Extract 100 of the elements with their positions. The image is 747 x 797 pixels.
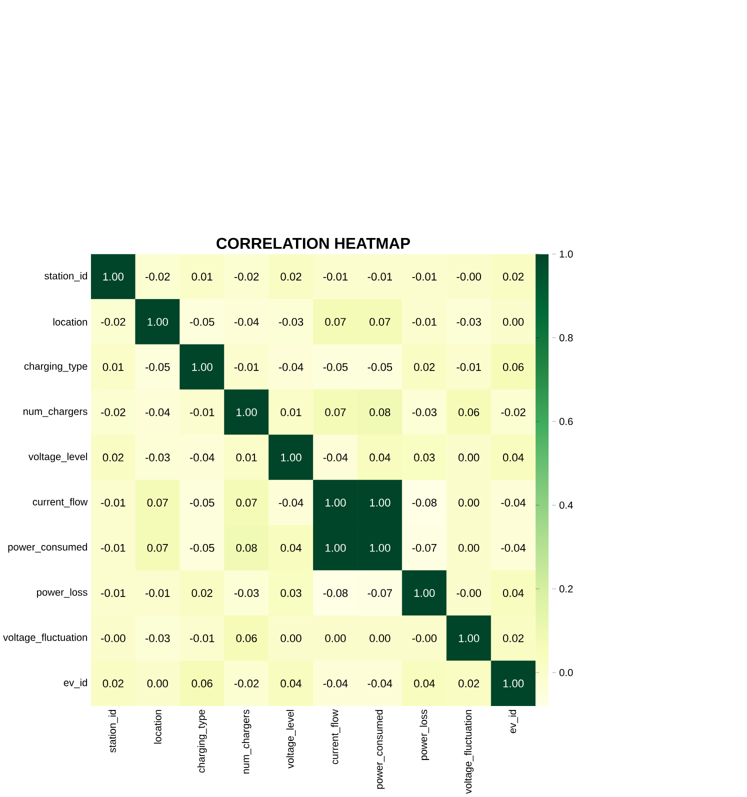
data-label: -0.01 [323, 272, 348, 281]
data-label: 0.08 [370, 408, 390, 416]
data-label: -0.04 [368, 680, 392, 688]
data-label: -0.04 [146, 408, 170, 416]
data-label: 1.00 [326, 544, 346, 552]
data-label: 0.00 [147, 680, 168, 688]
data-label: 1.00 [370, 498, 390, 507]
data-label: -0.04 [278, 363, 304, 371]
data-label: -0.02 [146, 272, 170, 281]
data-label: -0.00 [412, 634, 437, 642]
x-tick-label: ev_id [508, 710, 518, 734]
x-tick-label: power_consumed [375, 710, 385, 789]
data-label: 0.06 [192, 680, 212, 688]
data-label: -0.02 [501, 408, 526, 416]
x-tick-label: power_loss [420, 710, 430, 760]
color-bar-label: 0.2 [560, 585, 573, 592]
data-label: 0.02 [102, 454, 124, 462]
data-label: 0.00 [370, 634, 390, 642]
data-label: -0.04 [234, 318, 259, 326]
data-label: -0.01 [412, 272, 436, 281]
y-tick-label: voltage_fluctuation [3, 634, 88, 643]
color-bar-label: 0.6 [560, 418, 573, 426]
data-label: 0.07 [147, 498, 168, 507]
data-label: 1.00 [326, 498, 346, 507]
data-label: 0.03 [280, 589, 302, 597]
data-label: 1.00 [103, 272, 124, 281]
color-bar-label: 0.0 [560, 668, 573, 676]
data-label: 0.07 [325, 408, 346, 416]
data-label: 0.04 [370, 454, 390, 462]
data-label: 0.00 [325, 634, 346, 642]
data-label: 0.04 [502, 589, 524, 597]
data-label: 1.00 [236, 408, 257, 416]
data-label: 0.06 [458, 408, 480, 416]
data-label: -0.05 [146, 363, 170, 371]
x-tick-label: location [154, 710, 162, 744]
data-label: 0.02 [280, 272, 302, 281]
data-label: -0.03 [234, 589, 259, 597]
data-label: 1.00 [370, 544, 390, 552]
data-label: 0.01 [280, 408, 302, 416]
data-label: -0.00 [456, 272, 482, 281]
data-label: -0.01 [234, 363, 259, 371]
x-tick-label: voltage_level [286, 710, 296, 769]
data-label: 1.00 [148, 318, 168, 326]
data-label: -0.03 [146, 634, 170, 642]
data-label: -0.08 [323, 589, 348, 597]
data-label: -0.03 [146, 454, 170, 462]
data-label: -0.00 [101, 634, 126, 642]
data-label: -0.01 [101, 589, 126, 597]
data-label: -0.07 [412, 544, 436, 552]
data-label: -0.04 [323, 680, 348, 688]
data-label: -0.03 [456, 318, 481, 326]
data-label: -0.03 [412, 408, 437, 416]
y-tick-label: location [53, 318, 88, 326]
x-tick-label: station_id [108, 710, 118, 752]
data-label: 0.06 [236, 634, 257, 642]
y-tick-label: charging_type [24, 362, 88, 372]
data-label: 0.04 [280, 544, 302, 552]
data-label: -0.05 [323, 363, 348, 371]
data-label: -0.01 [190, 634, 214, 642]
x-tick-label: charging_type [197, 710, 207, 773]
data-label: 0.00 [458, 544, 480, 552]
data-label: -0.05 [190, 498, 214, 507]
data-label: 0.01 [236, 454, 257, 462]
data-label: -0.04 [190, 454, 214, 462]
data-label: 0.02 [458, 680, 480, 688]
color-bar-label: 0.8 [560, 334, 573, 342]
data-label: -0.05 [190, 544, 214, 552]
data-label: -0.01 [368, 272, 392, 281]
y-tick-label: current_flow [32, 498, 88, 508]
data-label: -0.01 [412, 318, 436, 326]
data-label: 0.04 [280, 680, 302, 688]
data-label: -0.04 [501, 498, 526, 507]
data-label: -0.03 [278, 318, 304, 326]
data-label: 0.01 [102, 363, 124, 371]
y-tick-label: ev_id [64, 678, 88, 688]
data-label: 0.02 [192, 589, 212, 597]
data-label: -0.02 [234, 272, 259, 281]
data-label: 0.07 [147, 544, 168, 552]
data-label: -0.04 [501, 544, 526, 552]
chart-title: CORRELATION HEATMAP [216, 238, 410, 249]
data-label: 1.00 [458, 634, 480, 642]
data-label: 0.00 [458, 454, 480, 462]
y-tick-label: power_consumed [8, 543, 88, 553]
data-label: 0.07 [325, 318, 346, 326]
data-label: -0.07 [368, 589, 392, 597]
data-label: 0.07 [236, 498, 257, 507]
x-tick-label: voltage_fluctuation [464, 710, 474, 794]
data-label: -0.02 [101, 408, 126, 416]
data-label: 1.00 [503, 680, 524, 688]
data-label: 0.08 [236, 544, 257, 552]
data-label: -0.01 [456, 363, 481, 371]
data-label: 1.00 [192, 363, 212, 371]
data-label: -0.02 [101, 318, 126, 326]
data-label: 1.00 [281, 454, 302, 462]
data-label: 0.00 [280, 634, 302, 642]
data-label: 0.02 [102, 680, 124, 688]
data-label: -0.08 [412, 498, 437, 507]
data-label: 0.03 [414, 454, 435, 462]
y-tick-label: voltage_level [28, 452, 88, 462]
y-tick-label: power_loss [37, 588, 88, 598]
